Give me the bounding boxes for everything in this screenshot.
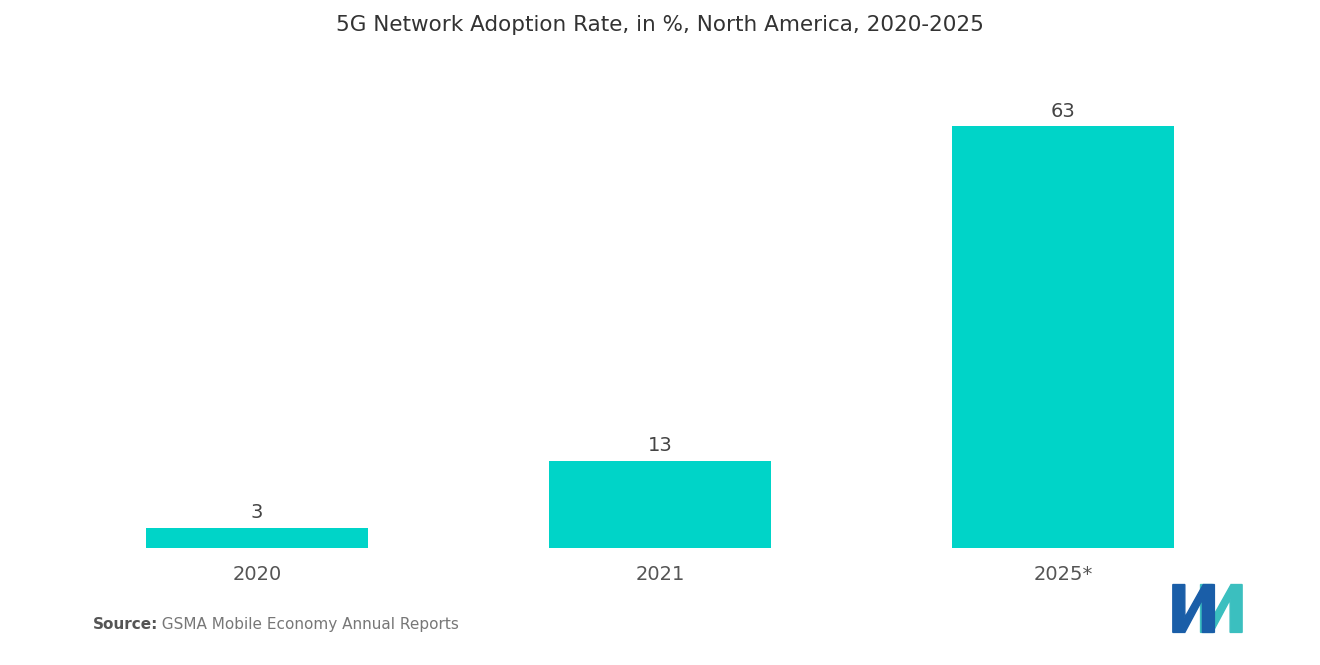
Polygon shape <box>1201 585 1242 632</box>
Bar <box>549 461 771 548</box>
Bar <box>147 528 368 548</box>
Text: 13: 13 <box>648 436 672 456</box>
Text: 63: 63 <box>1051 102 1076 120</box>
Text: Source:: Source: <box>92 616 158 632</box>
Text: 3: 3 <box>251 503 263 523</box>
Bar <box>952 126 1173 548</box>
Polygon shape <box>1173 585 1214 632</box>
Title: 5G Network Adoption Rate, in %, North America, 2020-2025: 5G Network Adoption Rate, in %, North Am… <box>337 15 983 35</box>
Text: GSMA Mobile Economy Annual Reports: GSMA Mobile Economy Annual Reports <box>152 616 458 632</box>
